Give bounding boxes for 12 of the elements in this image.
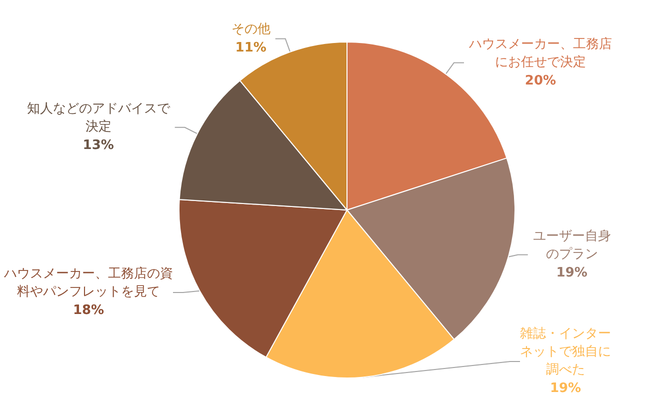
data-label: 20% <box>524 73 556 88</box>
slice-label: ユーザー自身のプラン <box>532 228 611 262</box>
slice-label: ハウスメーカー、工務店にお任せで決定 <box>468 36 612 70</box>
data-label: 13% <box>82 138 114 153</box>
data-label: 18% <box>72 303 104 318</box>
slice-label: 知人などのアドバイスで決定 <box>26 101 171 134</box>
data-label: 11% <box>235 40 266 56</box>
slice-label: その他 <box>231 22 270 37</box>
slice-label: 雑誌・インターネットで独自に調べた <box>520 326 611 378</box>
data-label: 19% <box>550 381 582 396</box>
slice-label: ハウスメーカー、工務店の資料やパンフレットを見て <box>3 266 173 300</box>
data-label: 19% <box>556 265 588 280</box>
